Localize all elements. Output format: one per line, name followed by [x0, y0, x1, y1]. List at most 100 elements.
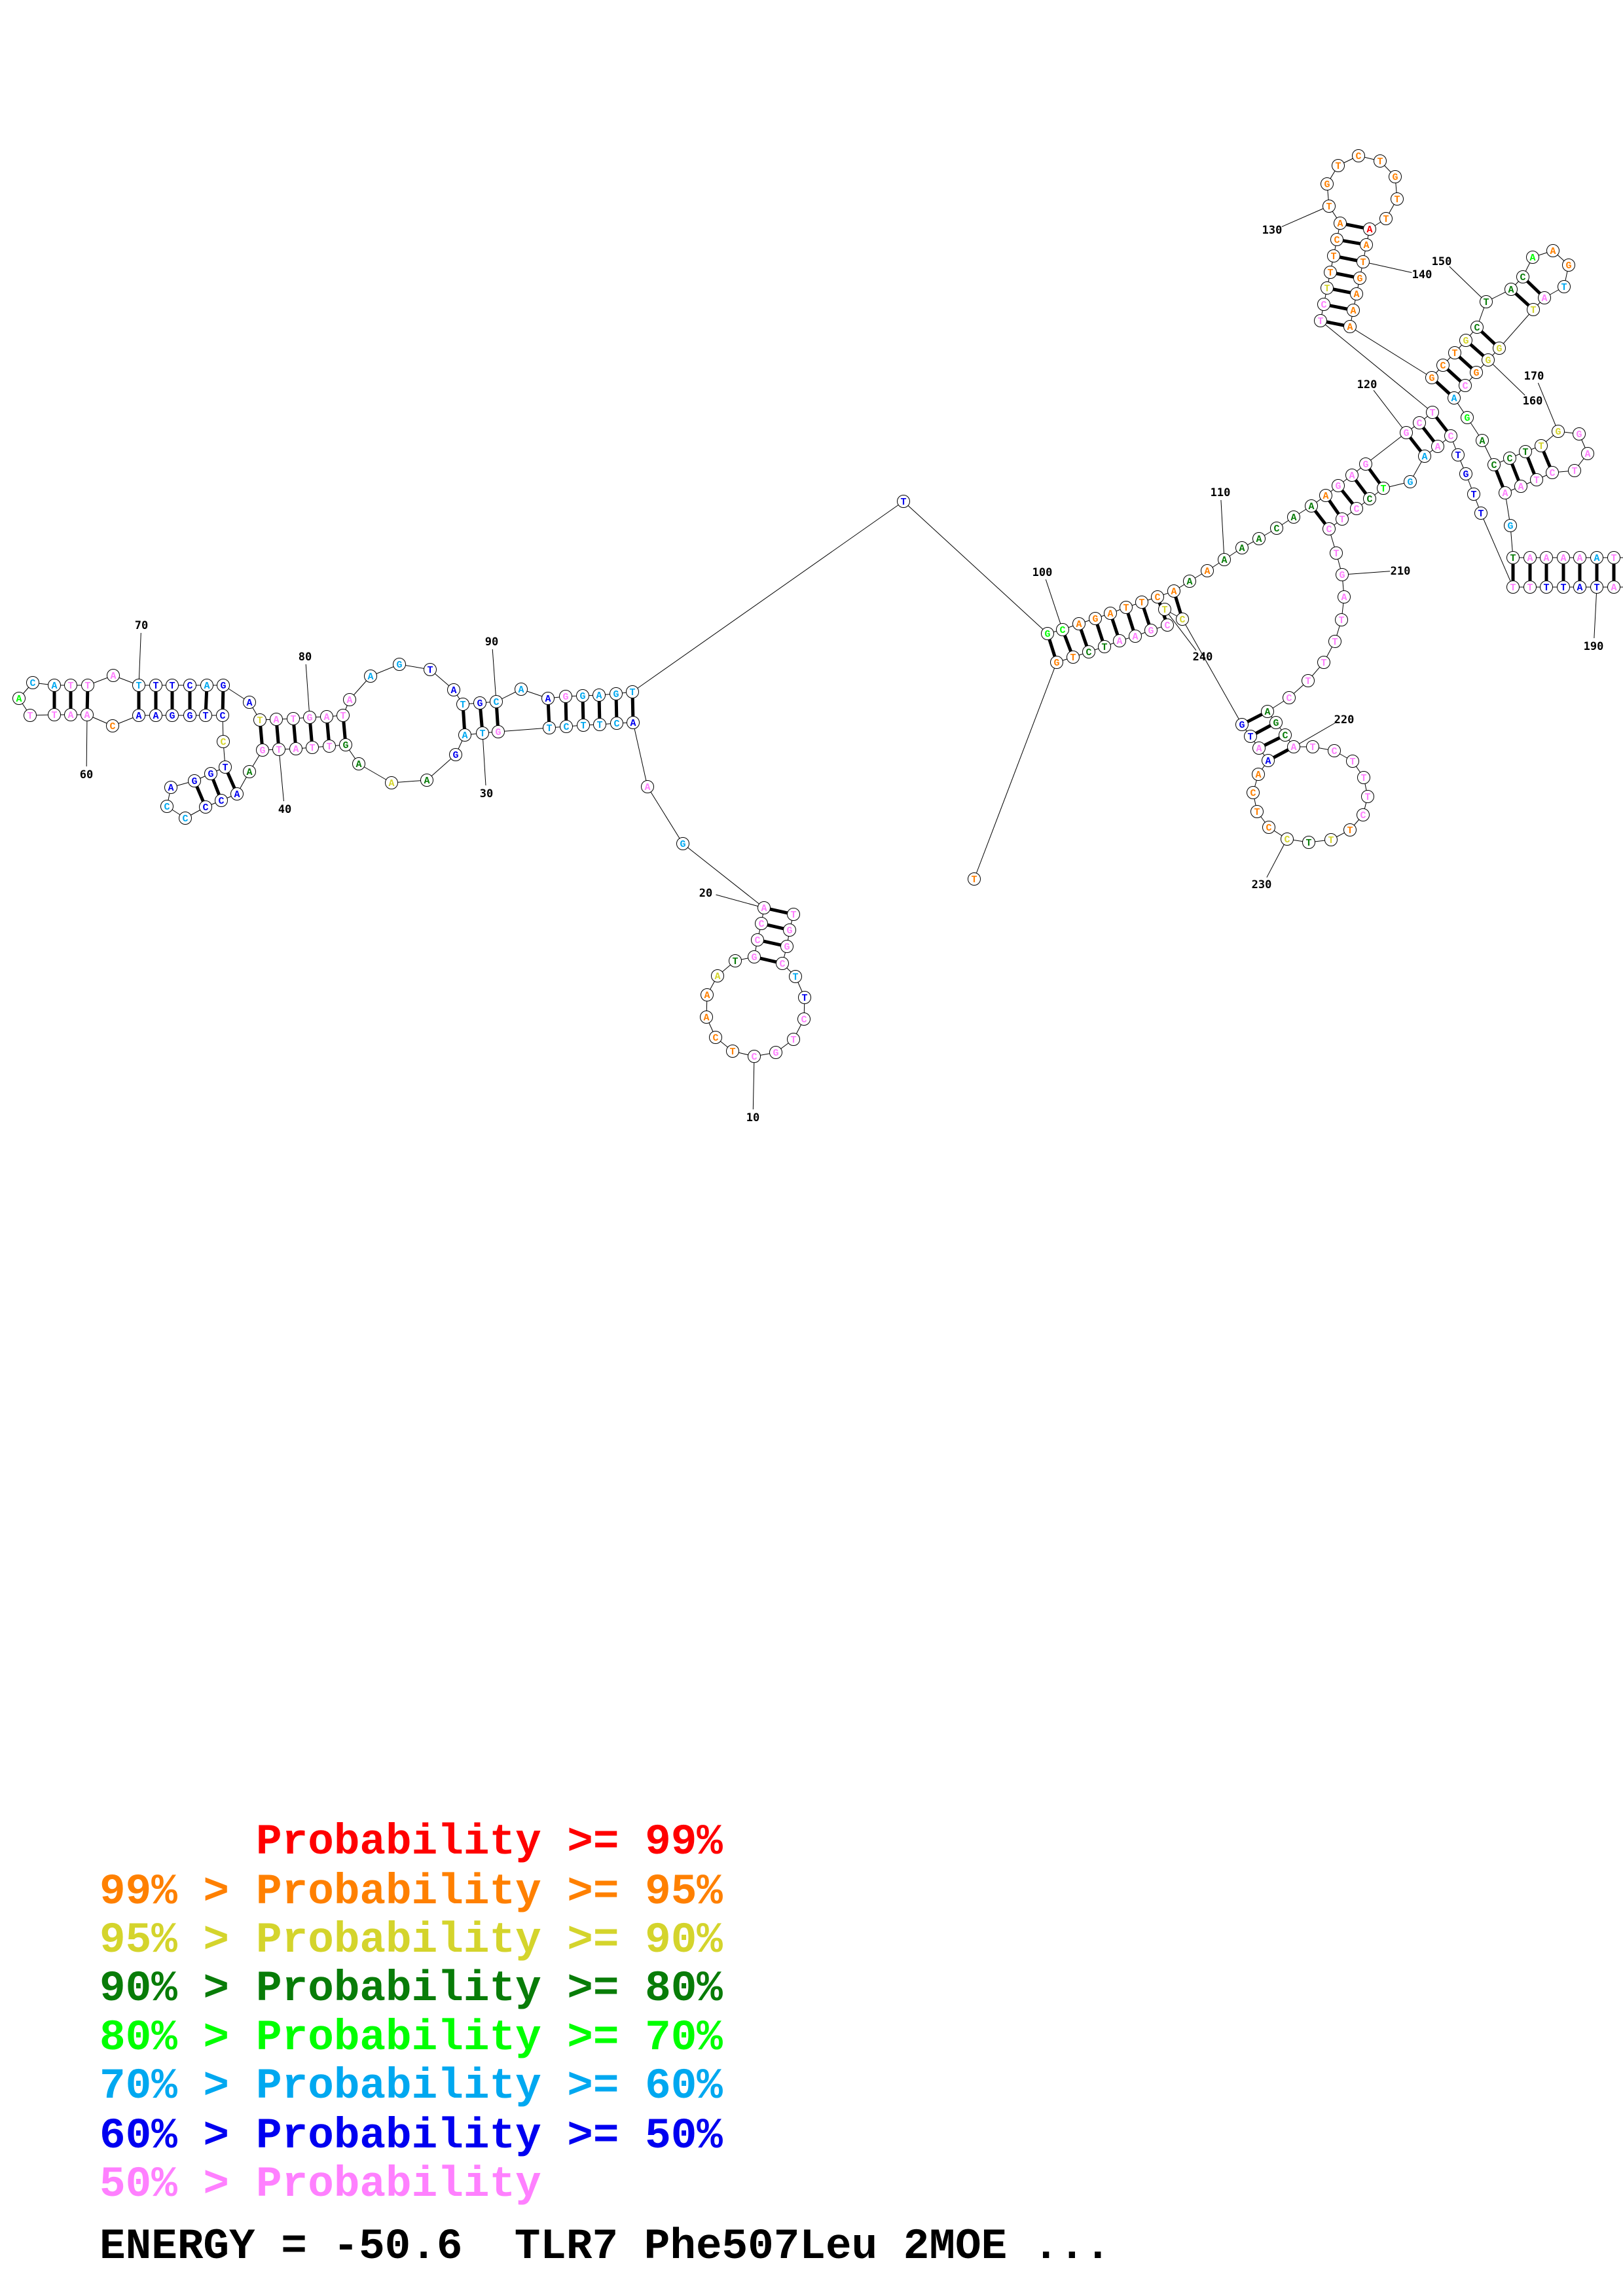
nucleotide-circle — [676, 837, 689, 850]
base-pair-bond — [1421, 426, 1436, 443]
backbone-segment — [1320, 320, 1433, 413]
nucleotide: C — [797, 1013, 811, 1026]
nucleotide-letter: G — [1565, 260, 1571, 272]
base-pair-bond — [546, 704, 551, 722]
nucleotide: C — [1317, 298, 1330, 311]
position-label: 20 — [699, 887, 712, 900]
nucleotide: G — [1336, 568, 1349, 581]
base-pair-bond — [226, 772, 236, 789]
nucleotide-circle — [160, 800, 173, 813]
nucleotide-circle — [1535, 439, 1548, 452]
nucleotide-letter: C — [1326, 524, 1332, 535]
nucleotide-circle — [751, 933, 764, 946]
nucleotide-circle — [543, 721, 556, 734]
nucleotide: A — [1514, 480, 1527, 493]
base-pair-bond — [1458, 355, 1473, 370]
nucleotide: C — [1322, 522, 1336, 535]
nucleotide: C — [748, 1050, 761, 1063]
nucleotide-letter: A — [1349, 471, 1355, 482]
nucleotide-circle — [1426, 406, 1439, 419]
nucleotide-circle — [593, 718, 606, 731]
nucleotide-circle — [641, 780, 654, 793]
nucleotide: A — [1448, 391, 1461, 404]
nucleotide-circle — [1041, 627, 1054, 640]
nucleotide-circle — [1444, 429, 1457, 442]
nucleotide-letter: A — [450, 685, 456, 696]
nucleotide-letter: G — [1362, 459, 1368, 471]
nucleotide-circle — [1317, 656, 1330, 669]
nucleotide-circle — [897, 495, 910, 508]
nucleotide-circle — [204, 767, 217, 780]
nucleotide-circle — [473, 696, 486, 709]
nucleotide-circle — [1487, 458, 1501, 471]
nucleotide-letter: T — [276, 745, 282, 756]
nucleotide: G — [1562, 259, 1575, 272]
base-pair-bond — [614, 700, 619, 717]
nucleotide-letter: T — [1305, 676, 1311, 687]
nucleotide-circle — [393, 658, 406, 671]
nucleotide-letter: T — [792, 972, 798, 983]
nucleotide-letter: C — [1474, 323, 1480, 334]
nucleotide: A — [1334, 217, 1347, 230]
nucleotide-letter: A — [153, 711, 158, 722]
nucleotide-circle — [1334, 217, 1347, 230]
nucleotide-letter: T — [460, 700, 465, 711]
nucleotide: C — [1546, 466, 1559, 479]
nucleotide-letter: C — [220, 737, 226, 748]
nucleotide: C — [1262, 821, 1275, 834]
nucleotide-circle — [64, 708, 77, 721]
nucleotide: T — [1590, 581, 1603, 594]
position-label: 160 — [1523, 395, 1543, 408]
nucleotide-letter: C — [1366, 494, 1372, 505]
nucleotide-circle — [1098, 640, 1111, 653]
nucleotide: C — [1270, 522, 1283, 535]
nucleotide-letter: A — [16, 694, 22, 705]
nucleotide: C — [1082, 645, 1095, 658]
nucleotide: C — [1444, 429, 1457, 442]
nucleotide-letter: C — [712, 1033, 718, 1044]
nucleotide-circle — [219, 761, 232, 774]
nucleotide-letter: T — [1339, 514, 1345, 526]
nucleotide-letter: C — [1355, 151, 1361, 162]
nucleotide-letter: C — [202, 802, 208, 814]
nucleotide-circle — [1252, 742, 1266, 755]
nucleotide-circle — [1335, 613, 1348, 626]
nucleotide: T — [1535, 439, 1548, 452]
nucleotide-letter: G — [259, 745, 265, 757]
nucleotide-letter: C — [1059, 625, 1065, 636]
position-label-leader — [752, 1062, 755, 1110]
nucleotide-circle — [1352, 149, 1365, 162]
nucleotide: C — [1436, 359, 1450, 372]
base-pair-bond — [1342, 239, 1361, 245]
nucleotide-circle — [48, 708, 61, 721]
nucleotide-letter: A — [1308, 501, 1314, 512]
nucleotide-circle — [270, 713, 283, 726]
nucleotide-letter: C — [1273, 524, 1279, 535]
nucleotide-letter: G — [1273, 718, 1279, 729]
nucleotide-letter: T — [1478, 509, 1484, 520]
base-pair-bond — [1495, 469, 1504, 488]
nucleotide-circle — [420, 774, 433, 787]
nucleotide-circle — [1461, 411, 1474, 424]
nucleotide: G — [1389, 170, 1402, 183]
base-pair-bond — [1126, 613, 1135, 631]
nucleotide-letter: T — [1123, 603, 1129, 614]
nucleotide-letter: T — [153, 681, 158, 692]
nucleotide: A — [270, 713, 283, 726]
nucleotide: A — [12, 692, 26, 705]
nucleotide: T — [1607, 551, 1620, 564]
position-label-leader — [716, 894, 758, 907]
nucleotide-letter: A — [1366, 224, 1372, 236]
nucleotide-letter: A — [1508, 285, 1514, 296]
nucleotide-circle — [458, 728, 471, 742]
nucleotide-letter: T — [1338, 615, 1344, 626]
nucleotide-letter: C — [109, 721, 115, 732]
base-pair-bond — [1435, 380, 1451, 395]
nucleotide-circle — [1546, 466, 1559, 479]
nucleotide-circle — [1244, 730, 1257, 743]
nucleotide-circle — [1252, 532, 1266, 545]
nucleotide: T — [48, 708, 61, 721]
nucleotide-circle — [1218, 553, 1231, 566]
nucleotide-circle — [776, 957, 789, 970]
nucleotide-letter: G — [1324, 179, 1330, 190]
